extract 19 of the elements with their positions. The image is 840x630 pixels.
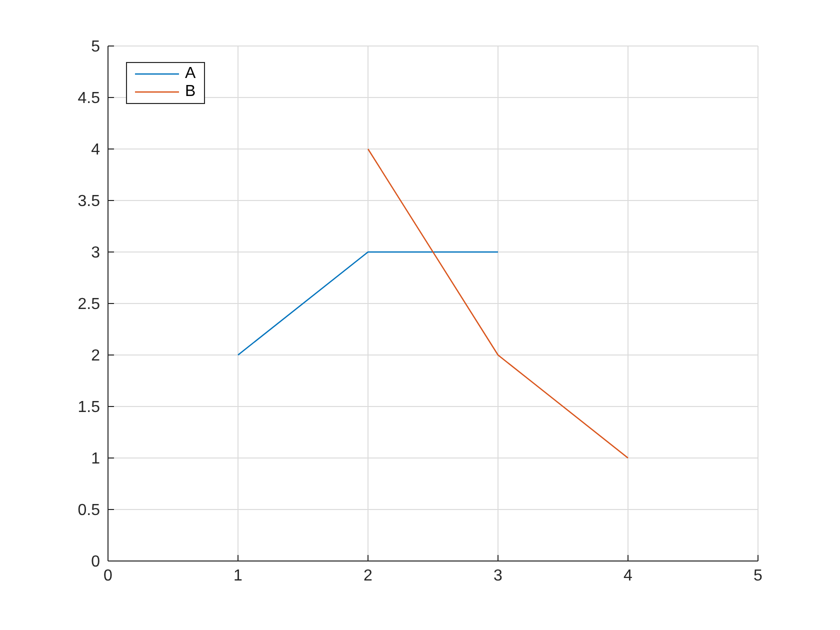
legend-label: B <box>185 83 196 101</box>
y-tick-label: 0.5 <box>78 502 100 520</box>
x-tick-label: 1 <box>234 567 243 584</box>
x-tick-label: 5 <box>754 567 763 584</box>
y-tick-label: 1 <box>91 450 100 468</box>
x-tick-label: 4 <box>624 567 633 584</box>
x-tick-label: 0 <box>104 567 113 584</box>
y-tick-label: 5 <box>91 38 100 56</box>
y-tick-label: 1.5 <box>78 399 100 416</box>
y-tick-label: 3 <box>91 244 100 262</box>
y-tick-label: 0 <box>91 554 100 571</box>
legend-label: A <box>185 65 196 83</box>
x-tick-label: 2 <box>364 567 373 584</box>
y-tick-label: 3.5 <box>78 193 100 210</box>
y-tick-label: 2 <box>91 348 100 365</box>
x-tick-label: 3 <box>494 567 503 584</box>
y-tick-label: 4.5 <box>78 90 100 108</box>
y-tick-label: 4 <box>91 142 100 159</box>
y-tick-label: 2.5 <box>78 296 100 314</box>
